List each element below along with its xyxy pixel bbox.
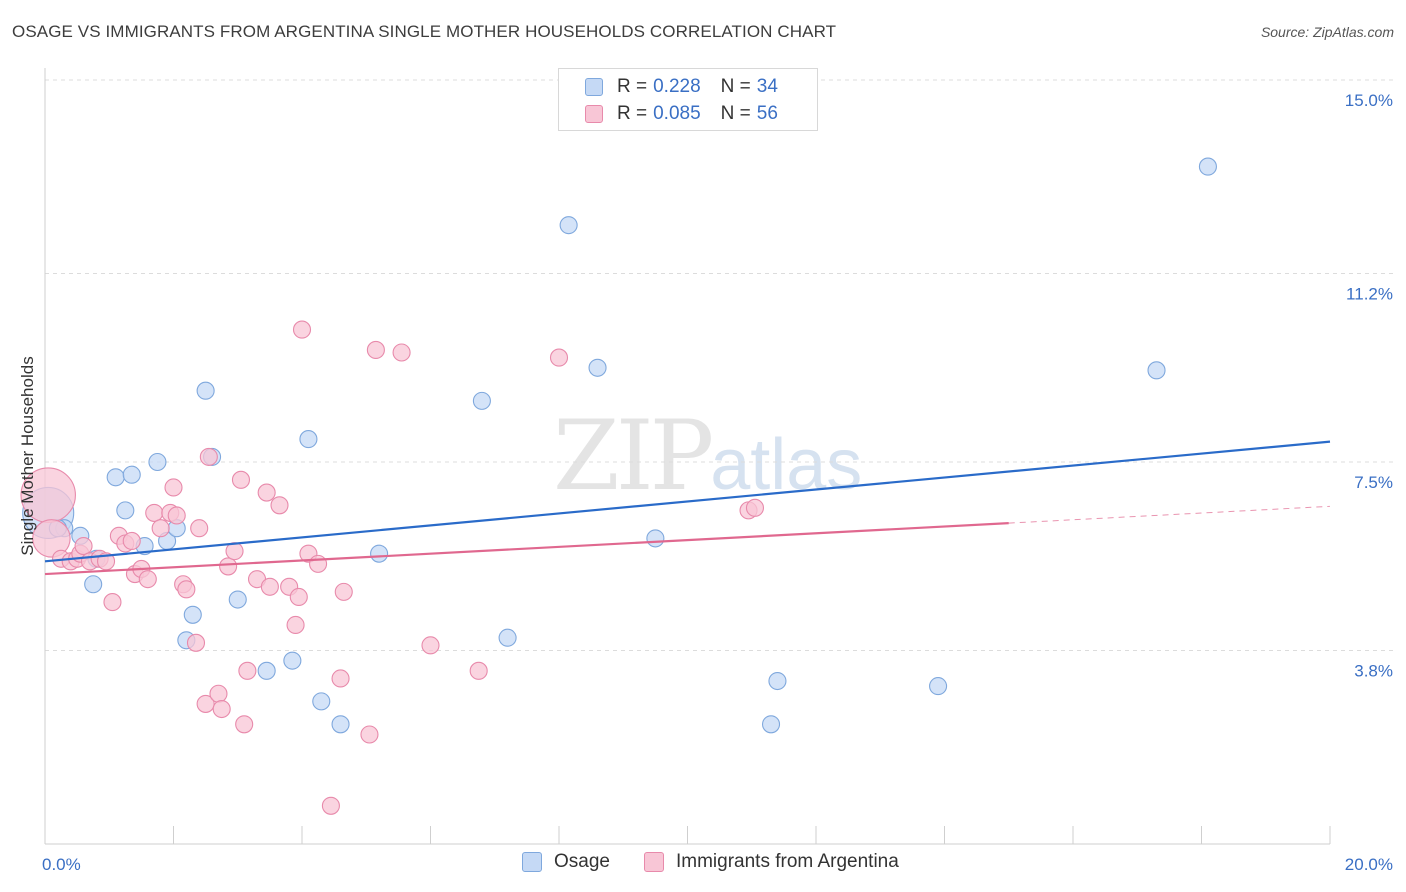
osage-point [148,452,167,472]
argentina-point [212,699,231,719]
y-tick-label: 11.2% [1346,285,1393,304]
legend-r-value: 0.085 [653,103,701,124]
series-legend: Osage Immigrants from Argentina [0,851,1406,877]
osage-point [283,651,302,670]
argentina-point [122,531,141,550]
y-tick-label: 3.8% [1354,661,1393,680]
osage-point [299,430,318,449]
osage-point [116,501,135,520]
argentina-point [360,725,379,744]
chart-title: OSAGE VS IMMIGRANTS FROM ARGENTINA SINGL… [12,22,837,41]
legend-r-value: 0.228 [653,76,701,97]
argentina-trend-extension [1008,505,1331,524]
argentina-point [74,536,93,556]
osage-point [498,628,517,647]
legend-r-label: R = [617,103,648,124]
argentina-point [321,796,340,815]
legend-row-osage: R = 0.228 N = 34 [585,75,778,99]
legend-r-label: R = [617,76,648,97]
osage-point [1147,361,1166,380]
osage-point [761,715,781,734]
osage-point [122,465,141,484]
osage-point [331,715,350,734]
series-legend-swatch-argentina [644,852,664,872]
osage-point [1198,157,1217,176]
osage-trend-line [44,440,1331,563]
x-tick-label: 0.0% [42,855,81,874]
argentina-point [421,636,440,655]
osage-point [370,544,389,563]
series-legend-argentina: Immigrants from Argentina [644,851,899,873]
argentina-point [209,684,228,703]
argentina-point [196,694,215,713]
argentina-point [289,587,308,607]
series-legend-swatch-osage [522,852,542,872]
legend-n-value: 34 [756,76,778,97]
y-axis-label: Single Mother Households [18,356,37,556]
argentina-point [745,498,765,517]
y-tick-label: 15.0% [1345,91,1393,110]
osage-point [106,468,125,487]
x-tick-label: 20.0% [1345,855,1393,874]
osage-point [228,590,247,609]
osage-point [768,671,787,691]
argentina-point [392,343,411,362]
series-legend-label: Immigrants from Argentina [676,851,899,872]
argentina-point [138,570,157,589]
osage-point [929,677,948,696]
argentina-point [270,496,289,515]
argentina-point [286,615,305,635]
legend-n-label: N = [720,76,751,97]
argentina-point [309,554,328,573]
argentina-point [235,715,254,734]
argentina-point [334,582,353,601]
argentina-point [331,669,350,688]
argentina-point [260,577,279,596]
osage-point [84,575,103,594]
argentina-point [103,593,122,612]
legend-swatch-argentina [585,105,603,123]
legend-n-value: 56 [756,103,778,124]
osage-point [646,529,665,548]
osage-point [472,391,491,410]
osage-point [257,661,276,680]
argentina-point [219,557,238,576]
argentina-point [186,633,206,652]
series-legend-osage: Osage [522,851,610,873]
osage-point [312,692,331,711]
argentina-point [469,661,488,680]
legend-swatch-osage [585,78,603,96]
argentina-point [177,580,196,599]
osage-point [559,216,578,235]
legend-n-label: N = [720,103,751,124]
argentina-point [366,340,385,359]
watermark-zip: ZIP [553,400,714,512]
argentina-point [231,470,251,489]
y-tick-label: 7.5% [1354,473,1393,492]
argentina-point [164,478,183,497]
argentina-point [167,506,186,525]
argentina-point [199,447,218,466]
stats-legend: R = 0.228 N = 34 R = 0.085 N = 56 [558,68,818,131]
argentina-point [145,503,164,522]
argentina-point [549,348,569,367]
argentina-point [32,519,71,558]
argentina-point [292,320,312,339]
osage-point [183,605,202,624]
argentina-trend-line [44,522,1009,576]
argentina-point [257,483,276,502]
watermark: ZIPatlas [553,400,862,512]
osage-point [588,358,607,377]
osage-point [196,381,215,400]
series-legend-label: Osage [554,851,610,872]
argentina-point [190,519,209,538]
argentina-point [238,661,257,680]
source-credit: Source: ZipAtlas.com [1260,24,1394,40]
argentina-point [151,519,170,538]
legend-row-argentina: R = 0.085 N = 56 [585,102,778,126]
